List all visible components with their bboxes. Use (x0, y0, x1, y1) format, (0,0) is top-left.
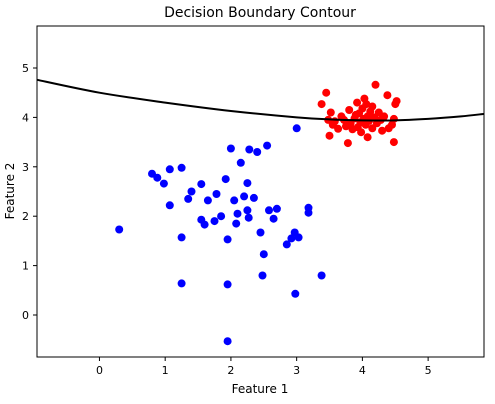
data-point (371, 80, 380, 89)
data-point (357, 128, 366, 137)
data-point (232, 219, 241, 228)
data-point (383, 91, 392, 100)
plot-area-frame (36, 25, 485, 358)
data-point (240, 192, 249, 201)
data-point (233, 209, 242, 218)
data-point (223, 337, 232, 346)
y-tick-label: 2 (22, 210, 29, 223)
y-tick-label: 3 (22, 161, 29, 174)
data-point (378, 126, 387, 135)
data-point (292, 124, 301, 133)
data-point (325, 131, 334, 140)
data-point (353, 98, 362, 107)
data-point (197, 180, 206, 189)
data-point (282, 240, 291, 249)
data-point (165, 165, 174, 174)
data-point (115, 225, 124, 234)
decision-boundary-layer (36, 78, 485, 122)
data-point (203, 196, 212, 205)
chart-title: Decision Boundary Contour (164, 5, 356, 21)
data-point (200, 220, 209, 229)
data-point (184, 194, 193, 203)
data-point (287, 234, 296, 243)
x-axis-label: Feature 1 (232, 382, 289, 396)
data-point (345, 106, 354, 114)
data-point (165, 201, 174, 210)
data-point (243, 206, 252, 215)
data-point (221, 175, 230, 184)
data-point (389, 114, 398, 123)
y-tick-label: 4 (22, 111, 29, 124)
series-1-points (317, 80, 401, 148)
data-point (177, 279, 186, 288)
data-point (343, 139, 352, 148)
y-tick-label: 1 (22, 260, 29, 273)
y-tick-label: 0 (22, 309, 29, 322)
data-point (253, 148, 262, 156)
data-point (389, 138, 398, 147)
data-point (269, 214, 278, 223)
x-tick-label: 1 (162, 364, 169, 377)
data-point (159, 179, 168, 188)
data-point (363, 133, 372, 142)
y-axis-label: Feature 2 (3, 163, 17, 220)
y-axis-ticks: 0 1 2 3 4 5 (22, 62, 37, 322)
data-point (263, 141, 272, 150)
data-point (153, 173, 162, 182)
data-point (217, 212, 226, 221)
data-point (259, 250, 268, 259)
decision-boundary-curve (36, 78, 485, 122)
data-point (362, 100, 371, 109)
y-tick-label: 5 (22, 62, 29, 75)
x-axis-ticks: 0 1 2 3 4 5 (96, 357, 432, 377)
data-point (265, 206, 273, 215)
x-tick-label: 5 (425, 364, 432, 377)
data-point (210, 217, 219, 226)
x-tick-label: 3 (293, 364, 300, 377)
data-point (304, 208, 313, 217)
data-point (294, 233, 303, 242)
data-point (177, 233, 186, 242)
data-point (177, 163, 186, 172)
data-point (249, 193, 258, 202)
data-point (322, 88, 331, 97)
data-point (256, 228, 265, 237)
data-point (212, 190, 221, 198)
data-point (291, 289, 300, 298)
data-point (226, 144, 235, 153)
data-point (392, 97, 401, 106)
data-point (317, 271, 326, 280)
x-tick-label: 2 (227, 364, 234, 377)
data-point (330, 117, 339, 126)
x-tick-label: 4 (359, 364, 366, 377)
data-point (236, 158, 245, 167)
data-point (230, 196, 239, 205)
data-point (368, 102, 377, 111)
data-point (243, 179, 252, 188)
data-point (380, 112, 389, 121)
data-point (187, 187, 196, 196)
data-point (317, 100, 326, 109)
series-0-points (115, 124, 326, 346)
data-point (258, 271, 267, 280)
x-tick-label: 0 (96, 364, 103, 377)
data-point (244, 213, 253, 222)
data-point (245, 145, 254, 154)
data-point (272, 204, 281, 213)
data-point (334, 124, 343, 133)
data-point (326, 108, 335, 117)
data-point (223, 235, 232, 244)
data-point (223, 280, 232, 289)
